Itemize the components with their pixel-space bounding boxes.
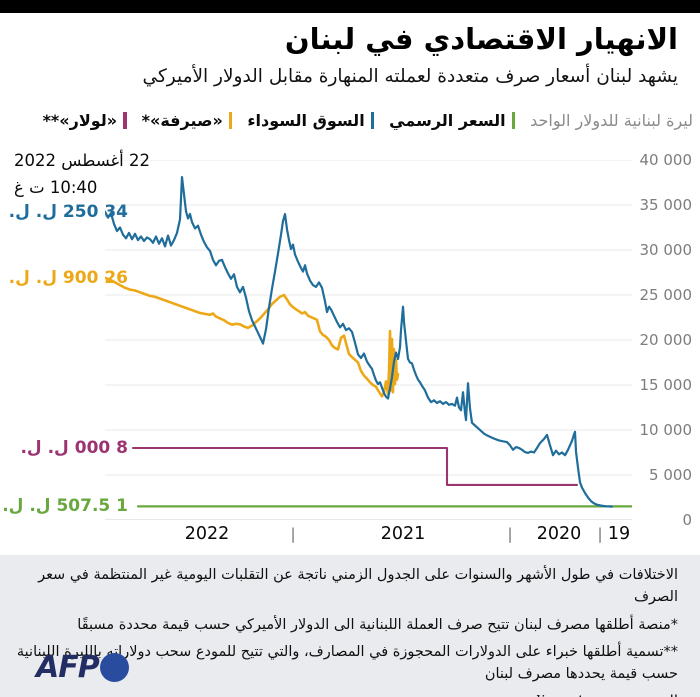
value-label-black-market: 34 250 ل. ل. <box>8 201 128 222</box>
footnote-3: **تسمية أطلقها خبراء على الدولارات المحج… <box>16 644 678 682</box>
y-axis-tick: 20 000 <box>639 331 693 349</box>
annotation-date: 22 أغسطس 2022 <box>14 151 150 170</box>
y-axis-tick: 35 000 <box>639 196 693 214</box>
legend-item-label: «صيرفة»* <box>141 111 223 130</box>
x-axis-separator: | <box>597 525 603 543</box>
legend-item-lollar: «لولار»** <box>43 111 127 130</box>
header: الانهيار الاقتصادي في لبنان يشهد لبنان أ… <box>0 21 700 87</box>
x-axis-label: 2021 <box>380 524 426 544</box>
series-line-sayrafa <box>105 276 400 398</box>
legend-item-label: السوق السوداء <box>247 111 365 130</box>
page-subtitle: يشهد لبنان أسعار صرف متعددة لعملته المنه… <box>142 66 678 88</box>
legend-item-black-market: السوق السوداء <box>247 111 375 130</box>
afp-wordmark: AFP <box>36 650 100 685</box>
legend-color-bar <box>511 112 516 129</box>
legend-color-bar <box>370 112 375 129</box>
source-label: المصدر: <box>623 692 678 697</box>
axis-unit-label: ليرة لبنانية للدولار الواحد <box>530 111 693 130</box>
footnote-1: الاختلافات في طول الأشهر والسنوات على ال… <box>38 567 678 605</box>
legend: ليرة لبنانية للدولار الواحد السعر الرسمي… <box>0 111 693 130</box>
series-line-black-market <box>105 176 614 508</box>
y-axis-tick: 10 000 <box>639 421 693 439</box>
date-annotation: 22 أغسطس 2022 10:40 ت غ <box>14 147 150 201</box>
legend-item-sayrafa: «صيرفة»* <box>142 111 233 130</box>
y-axis-tick: 30 000 <box>639 241 693 259</box>
top-bar <box>0 0 700 13</box>
y-axis-tick: 40 000 <box>639 151 693 169</box>
y-axis-tick: 0 <box>682 511 692 529</box>
afp-globe-icon <box>99 653 129 682</box>
legend-item-label: السعر الرسمي <box>389 111 506 130</box>
x-axis-label: 19 <box>607 524 631 544</box>
y-axis-tick: 5 000 <box>649 466 692 484</box>
annotation-time: 10:40 ت غ <box>14 178 98 198</box>
afp-logo: AFP <box>36 650 129 685</box>
legend-item-label: «لولار»** <box>42 111 118 130</box>
y-axis-tick: 25 000 <box>639 286 693 304</box>
legend-color-bar <box>123 112 127 129</box>
value-label-sayrafa: 26 900 ل. ل. <box>8 267 128 288</box>
x-axis-label: 2020 <box>536 524 582 544</box>
x-axis-separator: | <box>507 525 513 543</box>
y-axis-tick: 15 000 <box>639 376 693 394</box>
page-title: الانهيار الاقتصادي في لبنان <box>284 22 678 56</box>
x-axis-separator: | <box>290 525 296 543</box>
footnote-2: *منصة أطلقها مصرف لبنان تتيح صرف العملة … <box>77 616 678 633</box>
value-label-official-rate: 1 507.5 ل. ل. <box>2 496 128 517</box>
value-label-lollar: 8 000 ل. ل. <box>20 438 128 458</box>
legend-color-bar <box>228 112 233 129</box>
source-line: المصدر: lirarate.org <box>8 692 678 697</box>
series-line-lollar <box>131 446 579 486</box>
source-link: lirarate.org <box>535 692 622 697</box>
legend-item-official-rate: السعر الرسمي <box>389 111 516 130</box>
chart-svg <box>105 160 632 520</box>
x-axis-label: 2022 <box>184 524 230 544</box>
